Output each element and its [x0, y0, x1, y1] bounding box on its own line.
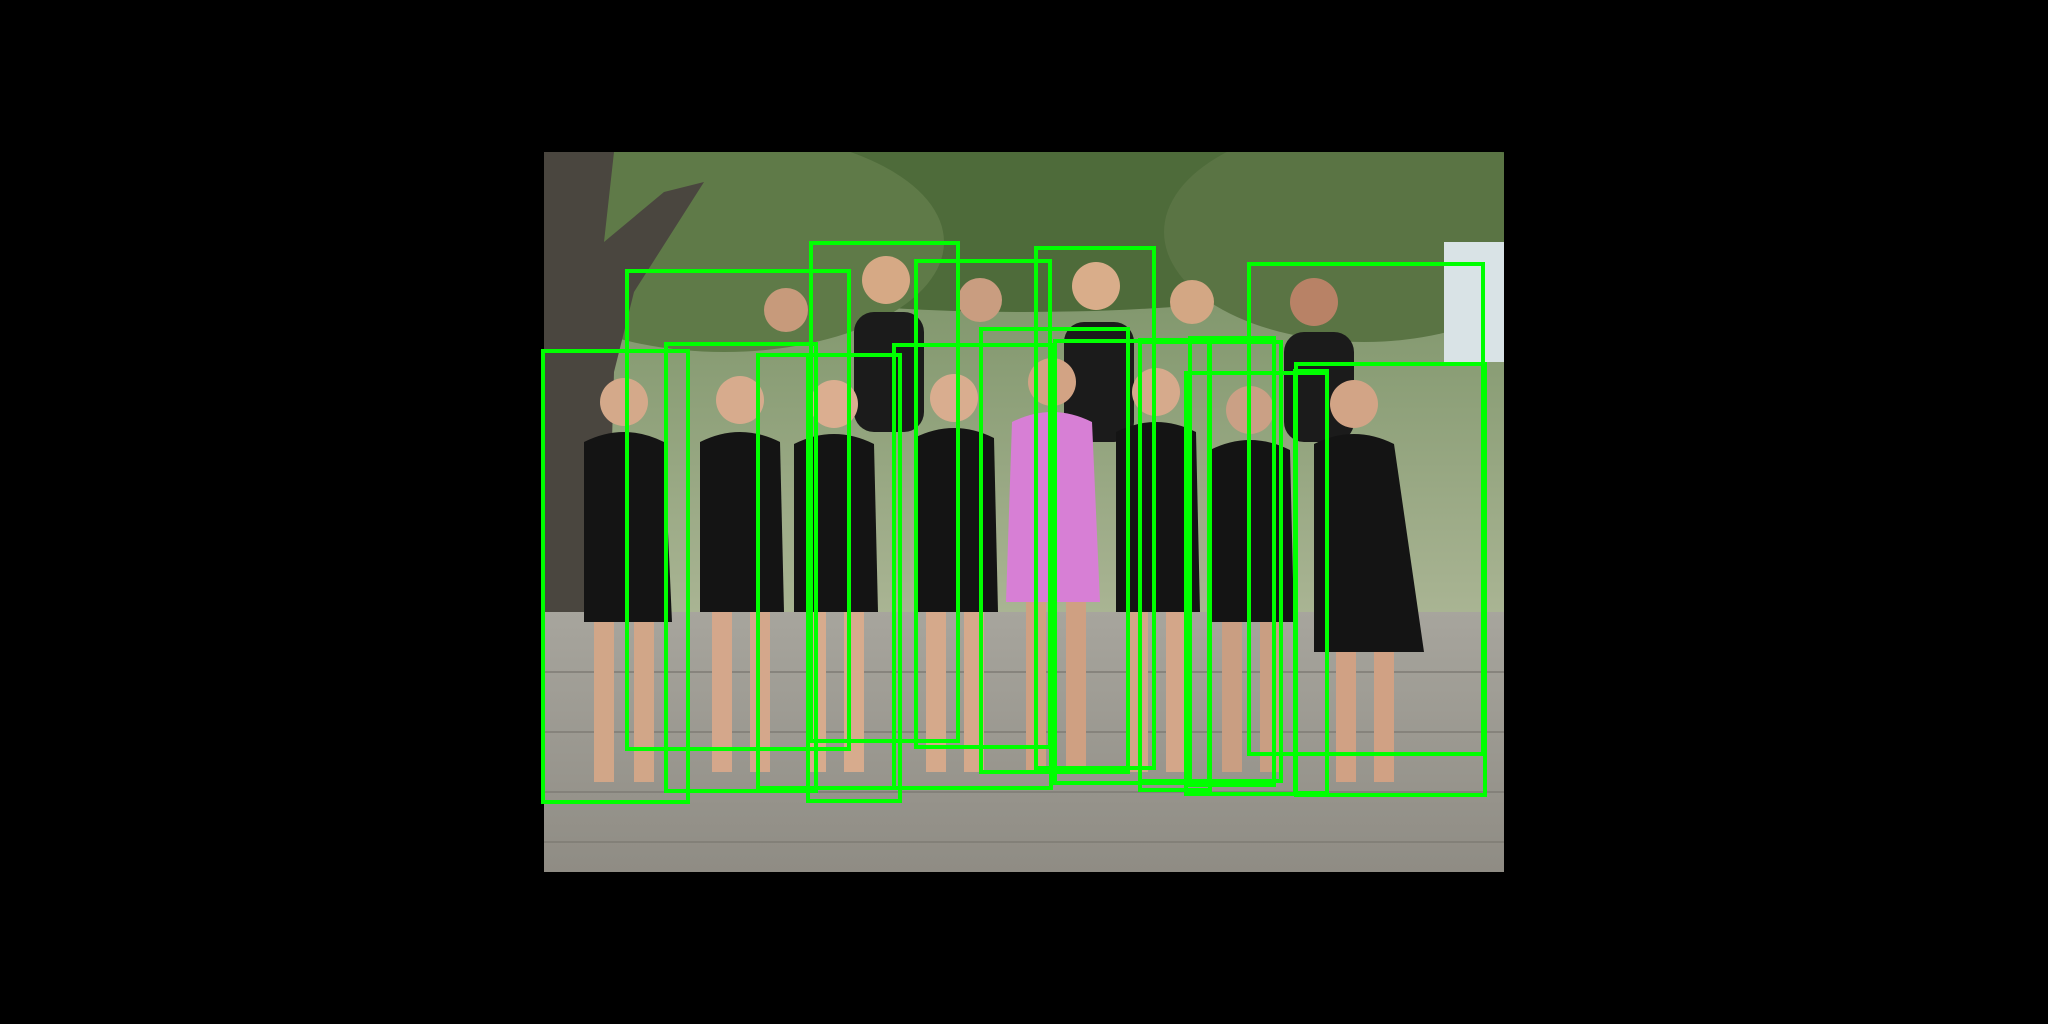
- detection-box: [1249, 264, 1483, 754]
- detection-box: [811, 243, 958, 741]
- detection-box: [808, 355, 900, 801]
- detection-box: [1190, 338, 1274, 785]
- detection-box: [758, 355, 900, 788]
- detection-box: [1140, 340, 1210, 790]
- detection-box: [1296, 364, 1485, 795]
- detection-box: [1295, 371, 1327, 793]
